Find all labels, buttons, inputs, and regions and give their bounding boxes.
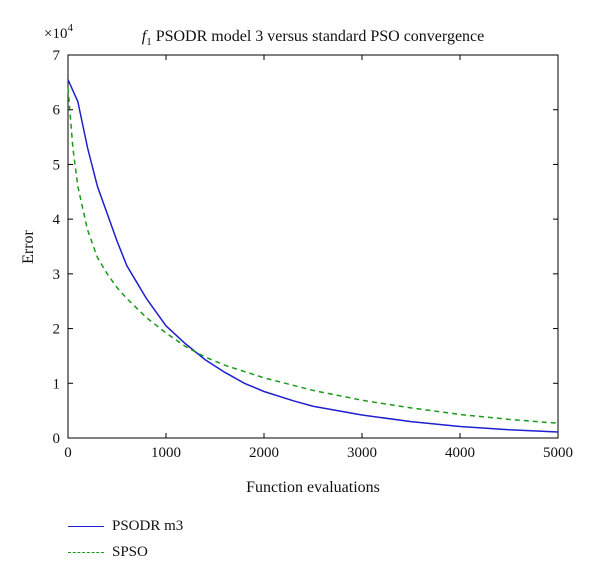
y-tick-label: 3: [53, 267, 61, 283]
plot-area: [67, 54, 559, 439]
y-tick-label: 4: [53, 212, 61, 228]
y-tick-label: 2: [53, 322, 61, 338]
axis-ticks: [67, 54, 559, 439]
x-tick-label: 1000: [151, 445, 181, 461]
y-axis-label: Error: [20, 229, 37, 263]
y-tick-label: 6: [53, 103, 61, 119]
x-tick-label: 4000: [445, 445, 475, 461]
legend-item-psodr: PSODR m3: [68, 513, 183, 539]
legend: PSODR m3 SPSO: [68, 513, 183, 565]
legend-label-spso: SPSO: [112, 543, 148, 560]
chart-title-subscript: 1: [146, 36, 152, 48]
y-tick-label: 7: [53, 48, 61, 64]
y-multiplier-exponent: 4: [67, 22, 73, 34]
legend-item-spso: SPSO: [68, 539, 183, 565]
tick-labels: 0 1000 2000 3000 4000 5000 0 1 2 3 4 5 6 7: [53, 48, 574, 461]
series-layer: [67, 79, 559, 433]
x-axis-label: Function evaluations: [246, 479, 380, 496]
y-tick-label: 0: [53, 431, 61, 447]
y-multiplier: ×104: [44, 22, 73, 42]
chart-title: f1 PSODR model 3 versus standard PSO con…: [142, 28, 485, 48]
series-line-0: [67, 79, 559, 433]
x-tick-label: 0: [64, 445, 72, 461]
y-multiplier-base: ×10: [44, 26, 67, 42]
x-tick-label: 3000: [347, 445, 377, 461]
x-tick-label: 5000: [543, 445, 573, 461]
series-line-1: [67, 87, 559, 424]
legend-swatch-psodr: [68, 525, 104, 527]
legend-label-psodr: PSODR m3: [112, 517, 184, 534]
chart-title-prefix: f: [142, 28, 149, 45]
chart-title-text: PSODR model 3 versus standard PSO conver…: [152, 28, 485, 45]
legend-swatch-spso: [68, 551, 104, 553]
y-tick-label: 1: [53, 376, 61, 392]
y-tick-label: 5: [53, 157, 61, 173]
x-tick-label: 2000: [249, 445, 279, 461]
